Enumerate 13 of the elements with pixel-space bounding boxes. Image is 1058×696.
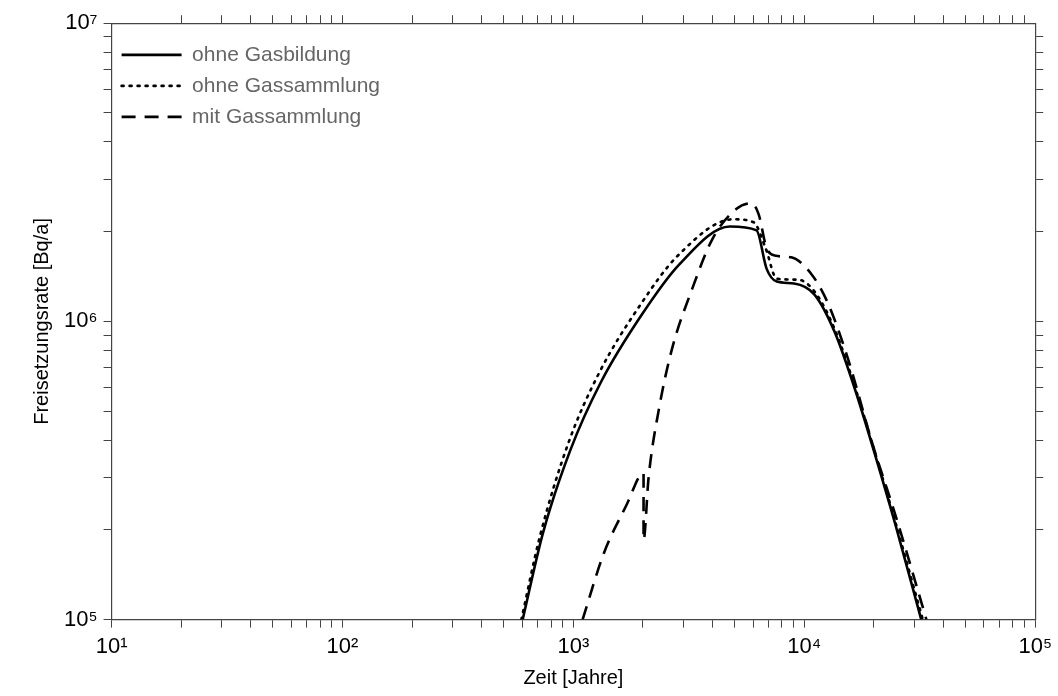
- x-tick-label: 10⁴: [787, 632, 822, 658]
- x-tick-label: 10⁵: [1018, 632, 1052, 658]
- y-tick-label: 10⁵: [64, 605, 98, 631]
- y-tick-label: 10⁶: [64, 307, 98, 333]
- legend-label: ohne Gassammlung: [192, 72, 381, 96]
- legend-label: ohne Gasbildung: [192, 41, 351, 65]
- legend-label: mit Gassammlung: [192, 103, 362, 127]
- x-tick-label: 10³: [557, 632, 590, 658]
- x-tick-label: 10¹: [95, 632, 128, 658]
- x-tick-label: 10²: [326, 632, 359, 658]
- y-tick-label: 10⁷: [65, 9, 98, 35]
- y-axis-title: Freisetzungsrate [Bq/a]: [29, 218, 52, 425]
- x-axis-title: Zeit [Jahre]: [523, 665, 624, 688]
